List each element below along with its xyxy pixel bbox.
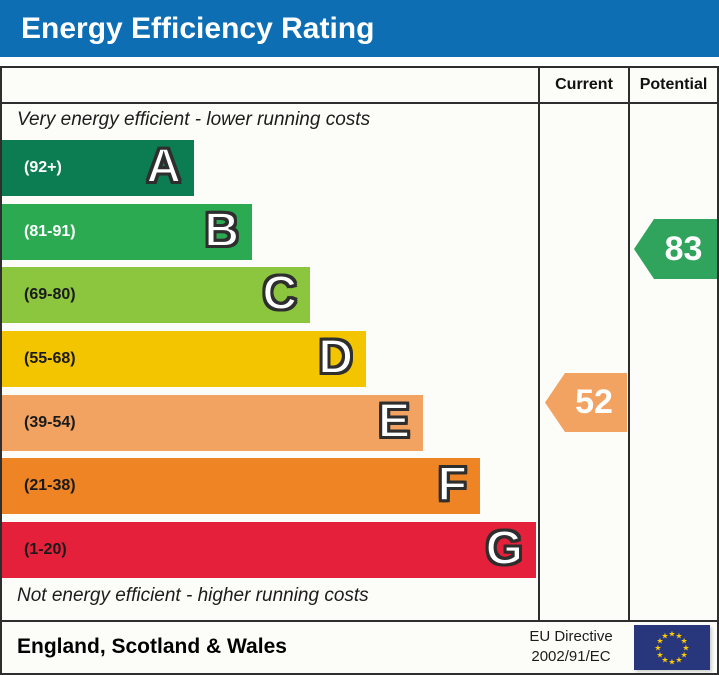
band-e-letter: E: [377, 394, 411, 448]
column-header-potential: Potential: [639, 76, 708, 93]
band-e: (39-54) E: [2, 394, 423, 451]
footer-divider: [2, 620, 717, 622]
svg-text:★: ★: [675, 656, 682, 665]
column-header-current: Current: [555, 76, 613, 93]
band-c: (69-80) C: [2, 267, 310, 324]
band-b-letter: B: [203, 203, 240, 257]
band-a-letter: A: [145, 140, 182, 194]
band-f-range: (21-38): [24, 477, 76, 495]
current-rating-arrow: 52: [545, 373, 627, 432]
header-divider: [2, 102, 717, 104]
band-d-range: (55-68): [24, 350, 76, 368]
svg-text:★: ★: [661, 656, 668, 665]
band-f-letter: F: [437, 458, 468, 512]
column-divider-current: [538, 68, 540, 622]
eu-directive-label: EU Directive 2002/91/EC: [512, 622, 630, 671]
top-note: Very energy efficient - lower running co…: [17, 109, 371, 130]
svg-text:★: ★: [656, 637, 663, 646]
potential-rating-arrow: 83: [634, 219, 717, 279]
eu-flag-icon: ★ ★ ★ ★ ★ ★ ★ ★ ★ ★ ★ ★: [634, 625, 710, 670]
svg-text:★: ★: [681, 651, 688, 660]
band-a-range: (92+): [24, 159, 62, 176]
svg-text:★: ★: [656, 651, 663, 660]
eu-flag-field: [634, 625, 710, 670]
potential-rating-value: 83: [664, 229, 703, 268]
band-c-range: (69-80): [24, 286, 76, 304]
page-title: Energy Efficiency Rating: [0, 0, 719, 57]
svg-text:★: ★: [668, 658, 675, 667]
band-f: (21-38) F: [2, 458, 480, 515]
band-b-range: (81-91): [24, 222, 76, 240]
band-d: (55-68) D: [2, 331, 366, 388]
svg-text:★: ★: [668, 630, 675, 639]
current-rating-value: 52: [575, 383, 613, 421]
column-divider-potential: [628, 68, 630, 622]
bottom-note: Not energy efficient - higher running co…: [17, 585, 369, 606]
rating-table: Current Potential Very energy efficient …: [0, 66, 719, 675]
band-g: (1-20) G: [2, 522, 536, 579]
band-g-letter: G: [485, 522, 524, 576]
band-c-letter: C: [261, 267, 298, 321]
svg-text:★: ★: [682, 644, 689, 653]
rating-bands: (92+) A (81-91) B (69-80) C (55-68) D (3…: [2, 140, 536, 579]
svg-text:★: ★: [675, 631, 682, 640]
eu-directive-line2: 2002/91/EC: [531, 647, 611, 665]
band-g-range: (1-20): [24, 541, 67, 559]
eu-flag-stars: ★ ★ ★ ★ ★ ★ ★ ★ ★ ★ ★ ★: [654, 630, 689, 667]
band-e-range: (39-54): [24, 413, 76, 431]
footer-region-label: England, Scotland & Wales: [17, 634, 287, 658]
band-b: (81-91) B: [2, 203, 252, 260]
svg-text:★: ★: [661, 631, 668, 640]
svg-text:★: ★: [654, 644, 661, 653]
eu-directive-line1: EU Directive: [529, 628, 613, 645]
svg-text:★: ★: [681, 637, 688, 646]
band-a: (92+) A: [2, 140, 194, 196]
band-d-letter: D: [317, 331, 354, 385]
